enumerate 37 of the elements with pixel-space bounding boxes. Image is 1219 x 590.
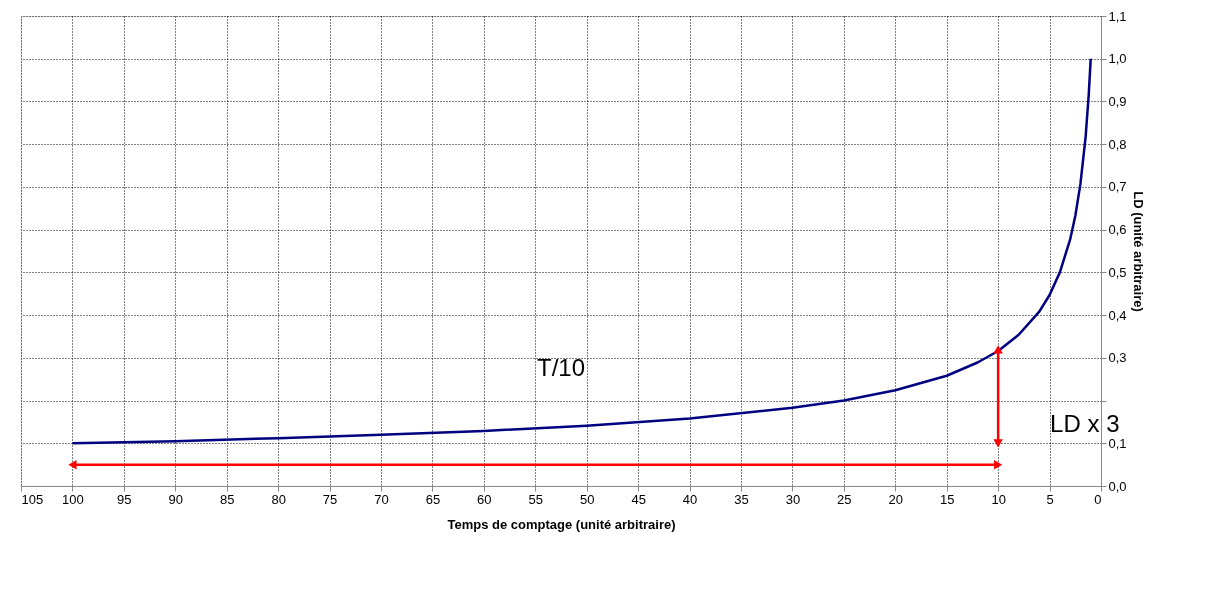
y-tick-label: 1,1	[1108, 8, 1127, 24]
x-tick-label: 40	[682, 491, 698, 507]
x-tick-label: 90	[168, 491, 184, 507]
x-tick-label: 50	[579, 491, 595, 507]
y-tick-label: 0,4	[1108, 307, 1127, 323]
y-tick-label: 0,7	[1108, 179, 1127, 195]
x-tick-label: 0	[1094, 491, 1102, 507]
y-tick-label: 0,3	[1108, 350, 1127, 366]
x-tick-label: 45	[631, 491, 646, 507]
x-tick-label: 70	[374, 491, 389, 507]
x-tick-label: 105	[21, 491, 44, 507]
x-axis-title: Temps de comptage (unité arbitraire)	[447, 516, 676, 532]
x-tick-label: 75	[322, 491, 338, 507]
y-tick-label: 1,0	[1108, 51, 1127, 67]
x-tick-label: 100	[62, 491, 84, 507]
x-tick-label: 55	[528, 491, 544, 507]
x-tick-label: 60	[477, 491, 492, 507]
x-tick-label: 30	[785, 491, 801, 507]
y-tick-label: 0,1	[1108, 435, 1127, 451]
y-tick-label: 0,9	[1108, 93, 1127, 109]
annotation: T/10	[536, 353, 586, 381]
y-tick-label: 0,5	[1108, 264, 1127, 280]
x-tick-label: 20	[888, 491, 904, 507]
x-tick-label: 80	[271, 491, 286, 507]
x-tick-label: 95	[117, 491, 132, 507]
x-tick-label: 35	[734, 491, 749, 507]
x-tick-label: 65	[425, 491, 441, 507]
x-tick-label: 10	[991, 491, 1006, 507]
x-tick-label: 25	[837, 491, 852, 507]
y-tick-label: 0,8	[1108, 136, 1127, 152]
x-tick-label: 15	[939, 491, 955, 507]
y-tick-label: 0,6	[1108, 222, 1127, 238]
x-tick-label: 5	[1046, 491, 1054, 507]
y-tick-label: 0,0	[1108, 478, 1127, 494]
x-tick-label: 85	[219, 491, 235, 507]
y-axis-title: LD (unité arbitraire)	[1130, 191, 1146, 312]
annotation: LD x 3	[1050, 409, 1120, 437]
